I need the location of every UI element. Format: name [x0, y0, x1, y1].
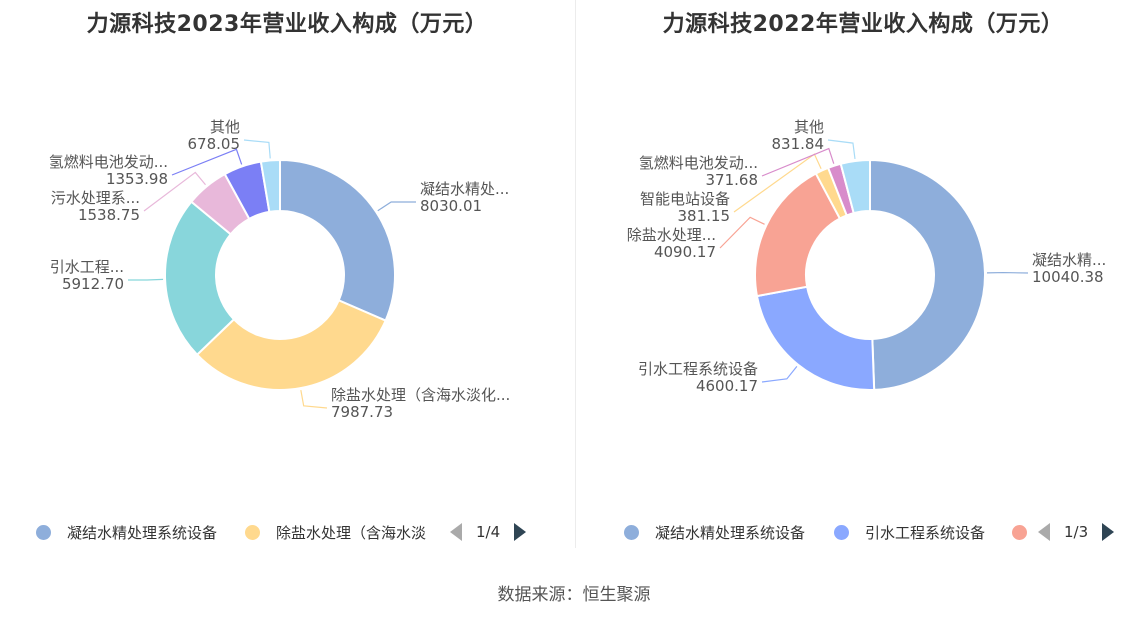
legend-marker — [36, 524, 51, 540]
legend-marker — [624, 524, 639, 540]
slice-value-label: 831.84 — [772, 135, 825, 153]
slice-name-label: 其他 — [210, 118, 240, 136]
legend-pager: 1/3 — [1038, 518, 1115, 546]
slice-name-label: 除盐水处理（含海水淡化... — [331, 386, 510, 404]
slice-name-label: 引水工程... — [50, 258, 124, 276]
legend-item[interactable]: 除盐水处理（含海水淡 — [245, 518, 441, 546]
donut-slice[interactable] — [259, 158, 281, 214]
legend-label: 引水工程系统设备 — [865, 523, 986, 542]
slice-name-label: 智能电站设备 — [640, 190, 730, 208]
donut-slice[interactable] — [279, 158, 396, 322]
chart-title: 力源科技2023年营业收入构成（万元） — [86, 12, 488, 37]
legend-pager: 1/4 — [450, 518, 527, 546]
slice-value-label: 4090.17 — [654, 243, 716, 261]
slice-value-label: 8030.01 — [420, 197, 482, 215]
donut-chart-2023: 凝结水精处...8030.01 除盐水处理（含海水淡化...7987.73 引水工程… — [49, 118, 511, 421]
slice-value-label: 678.05 — [188, 135, 241, 153]
legend-marker — [245, 524, 260, 540]
legend-label: 凝结水精处理系统设备 — [67, 523, 218, 542]
data-source-note: 数据来源：恒生聚源 — [497, 585, 651, 605]
legend-item[interactable] — [1012, 518, 1028, 546]
label-leader-line — [761, 147, 835, 177]
legend-marker — [1012, 524, 1027, 540]
slice-value-label: 1353.98 — [106, 170, 168, 188]
legend-item[interactable]: 凝结水精处理系统设备 — [36, 518, 236, 546]
slice-name-label: 氢燃料电池发动... — [49, 153, 168, 171]
panel-divider — [575, 0, 576, 548]
legend-page-indicator: 1/4 — [476, 523, 501, 541]
chart-panel-2022: 力源科技2022年营业收入构成（万元） 凝结水精... 10040.38 引水工程系… — [576, 0, 1148, 560]
legend-item[interactable]: 引水工程系统设备 — [834, 518, 1004, 546]
slice-value-label: 5912.70 — [62, 275, 124, 293]
slice-name-label: 凝结水精处... — [420, 180, 509, 198]
label-leader-line — [300, 390, 328, 409]
slice-value-label: 381.15 — [678, 207, 731, 225]
donut-slice[interactable] — [869, 158, 986, 391]
label-leader-line — [377, 201, 417, 212]
slice-value-label: 1538.75 — [78, 206, 140, 224]
donut-slice[interactable] — [164, 200, 236, 357]
legend-page-indicator: 1/3 — [1064, 523, 1089, 541]
legend-label: 除盐水处理（含海水淡 — [276, 523, 427, 542]
slice-value-label: 10040.38 — [1032, 268, 1104, 286]
label-leader-line — [827, 139, 856, 160]
slice-name-label: 其他 — [794, 118, 824, 136]
next-page-icon[interactable] — [1102, 523, 1115, 541]
slice-value-label: 4600.17 — [696, 377, 758, 395]
chart-title: 力源科技2022年营业收入构成（万元） — [662, 12, 1064, 37]
legend: 凝结水精处理系统设备 引水工程系统设备 1/3 — [576, 518, 1148, 546]
label-leader-line — [719, 216, 765, 249]
legend: 凝结水精处理系统设备 除盐水处理（含海水淡 1/4 — [0, 518, 574, 546]
chart-panel-2023: 力源科技2023年营业收入构成（万元） 凝结水精处... 8030.01 除盐水处理… — [0, 0, 574, 560]
prev-page-icon[interactable] — [1038, 523, 1050, 541]
slice-name-label: 凝结水精... — [1032, 251, 1106, 269]
label-leader-line — [127, 278, 164, 281]
label-leader-line — [761, 365, 798, 383]
slice-name-label: 除盐水处理... — [627, 226, 716, 244]
label-leader-line — [243, 139, 271, 159]
legend-label: 凝结水精处理系统设备 — [655, 523, 806, 542]
slice-name-label: 氢燃料电池发动... — [639, 154, 758, 172]
label-leader-line — [143, 171, 206, 212]
donut-slice[interactable] — [839, 158, 871, 215]
legend-marker — [834, 524, 849, 540]
slice-value-label: 371.68 — [706, 171, 759, 189]
prev-page-icon[interactable] — [450, 523, 462, 541]
donut-slice[interactable] — [755, 285, 876, 391]
label-leader-line — [171, 148, 243, 176]
slice-name-label: 引水工程系统设备 — [638, 360, 758, 378]
legend-item[interactable]: 凝结水精处理系统设备 — [624, 518, 824, 546]
donut-slice[interactable] — [195, 299, 387, 391]
slice-name-label: 污水处理系... — [51, 189, 140, 207]
slice-value-label: 7987.73 — [331, 403, 393, 421]
next-page-icon[interactable] — [514, 523, 527, 541]
